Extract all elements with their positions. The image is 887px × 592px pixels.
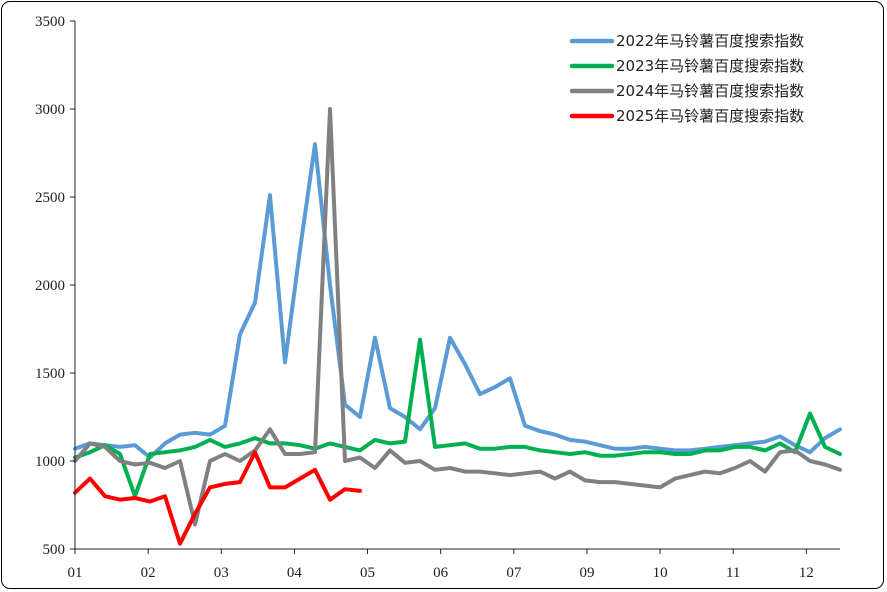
x-tick-label: 01 (68, 565, 83, 581)
legend-label: 2022年马铃薯百度搜索指数 (616, 32, 804, 50)
x-tick-label: 09 (579, 565, 594, 581)
x-tick-label: 11 (726, 565, 740, 581)
plot-lines (73, 107, 842, 546)
y-tick-label: 500 (43, 542, 66, 558)
y-tick-label: 2500 (35, 190, 65, 206)
series-line-1 (73, 142, 842, 460)
series-line-4 (73, 450, 362, 546)
x-tick-label: 03 (214, 565, 229, 581)
series-line-3 (73, 107, 842, 527)
y-tick-label: 1000 (35, 454, 65, 470)
legend: 2022年马铃薯百度搜索指数 2023年马铃薯百度搜索指数 2024年马铃薯百度搜索… (569, 32, 804, 125)
legend-label: 2024年马铃薯百度搜索指数 (616, 82, 804, 100)
x-tick-label: 07 (506, 565, 522, 581)
x-tick-label: 02 (141, 565, 156, 581)
x-tick-label: 06 (433, 565, 449, 581)
legend-label: 2023年马铃薯百度搜索指数 (616, 57, 804, 75)
x-tick-label: 05 (360, 565, 375, 581)
y-tick-label: 3000 (35, 102, 65, 118)
y-tick-label: 3500 (35, 14, 65, 30)
series-line-2 (73, 337, 842, 499)
x-ticks: 01 02 03 04 05 06 07 09 10 11 12 (68, 549, 814, 581)
y-ticks: 500 1000 1500 2000 2500 3000 3500 (35, 14, 75, 558)
x-tick-label: 12 (799, 565, 814, 581)
y-tick-label: 2000 (35, 278, 65, 294)
x-tick-label: 04 (287, 565, 303, 581)
legend-label: 2025年马铃薯百度搜索指数 (616, 107, 804, 125)
x-tick-label: 10 (653, 565, 668, 581)
y-tick-label: 1500 (35, 366, 65, 382)
